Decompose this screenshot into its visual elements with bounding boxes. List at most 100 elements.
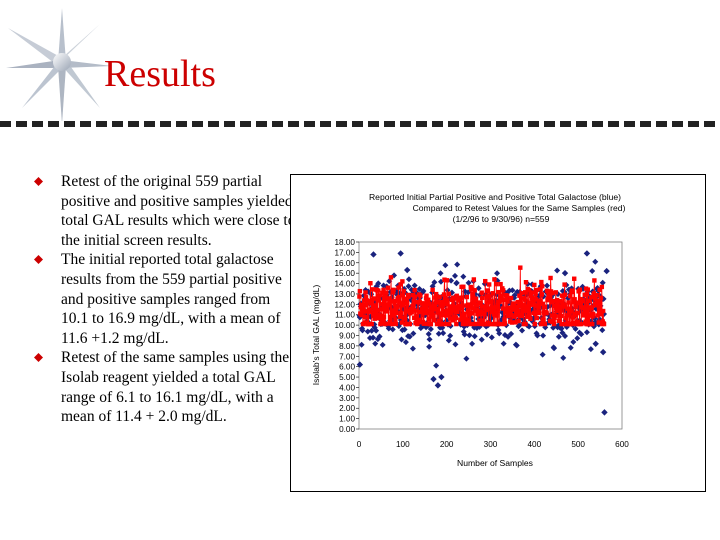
initial-point — [500, 340, 507, 347]
y-tick-label: 4.00 — [339, 383, 355, 392]
initial-point — [562, 333, 569, 340]
divider-segment — [624, 121, 635, 127]
retest-point — [513, 320, 518, 325]
outlier-point — [601, 409, 608, 416]
y-tick-label: 2.00 — [339, 404, 355, 413]
initial-point — [516, 322, 523, 329]
initial-point — [570, 339, 577, 346]
divider-segment — [448, 121, 459, 127]
retest-point — [463, 321, 469, 327]
divider-segment — [528, 121, 539, 127]
initial-point — [405, 283, 412, 290]
retest-point — [519, 312, 525, 318]
initial-point — [451, 272, 458, 279]
initial-point — [435, 330, 442, 337]
retest-point — [538, 287, 543, 292]
retest-point — [566, 300, 571, 305]
initial-point — [453, 279, 460, 286]
retest-point — [583, 319, 588, 324]
retest-point — [509, 320, 515, 325]
initial-point — [567, 344, 574, 351]
y-tick-label: 9.00 — [339, 332, 355, 341]
retest-point — [433, 295, 438, 300]
retest-point — [504, 293, 510, 298]
retest-point — [526, 287, 532, 293]
retest-point — [553, 290, 559, 295]
retest-point — [363, 290, 368, 295]
retest-point — [433, 291, 439, 297]
retest-point — [473, 296, 479, 301]
retest-point — [475, 321, 480, 327]
retest-point — [394, 304, 400, 310]
initial-point — [483, 331, 490, 338]
retest-point — [512, 314, 517, 319]
initial-point — [410, 330, 417, 337]
retest-point — [582, 311, 587, 316]
retest-point — [418, 309, 424, 315]
retest-point — [589, 305, 594, 311]
retest-point — [479, 295, 485, 301]
retest-point — [470, 306, 476, 311]
bullet-list: Retest of the original 559 partial posit… — [34, 172, 296, 427]
retest-point — [446, 291, 452, 297]
retest-point — [472, 288, 477, 293]
initial-point — [495, 327, 502, 334]
retest-point — [448, 311, 454, 316]
retest-point — [431, 314, 436, 319]
retest-point — [376, 298, 382, 303]
retest-point — [488, 321, 493, 327]
initial-point — [540, 332, 547, 339]
retest-point — [440, 299, 445, 305]
y-tick-label: 10.00 — [335, 321, 356, 330]
retest-point — [431, 318, 437, 323]
initial-point — [465, 279, 472, 286]
x-tick-label: 600 — [615, 440, 629, 449]
retest-point — [533, 297, 539, 302]
retest-point — [577, 287, 583, 292]
initial-point — [465, 289, 472, 296]
retest-point — [479, 290, 484, 295]
retest-point — [377, 316, 382, 321]
initial-point — [592, 258, 599, 265]
retest-point — [400, 293, 406, 298]
retest-point — [486, 282, 492, 287]
initial-point — [560, 354, 567, 361]
retest-point — [568, 308, 573, 314]
retest-point — [378, 313, 384, 319]
retest-point — [422, 301, 427, 306]
retest-point — [366, 321, 371, 327]
retest-point — [401, 288, 406, 294]
retest-point — [596, 301, 601, 306]
retest-point — [387, 302, 392, 307]
retest-point — [471, 277, 477, 282]
retest-point — [398, 282, 403, 287]
retest-point — [409, 307, 415, 312]
retest-point — [521, 303, 526, 308]
initial-point — [460, 273, 467, 280]
initial-point — [364, 328, 371, 335]
retest-point — [516, 318, 521, 324]
retest-point — [412, 315, 417, 321]
initial-point — [505, 333, 512, 340]
initial-point — [583, 329, 590, 336]
retest-point — [533, 291, 538, 297]
retest-point — [484, 307, 490, 313]
retest-point — [483, 278, 488, 284]
retest-point — [544, 310, 549, 315]
retest-point — [546, 297, 551, 302]
retest-point — [422, 303, 427, 309]
initial-point — [466, 332, 473, 339]
initial-point — [373, 327, 380, 334]
retest-point — [594, 292, 599, 298]
retest-point — [363, 295, 369, 300]
retest-point — [538, 321, 544, 327]
retest-point — [511, 301, 517, 306]
retest-point — [411, 298, 416, 304]
x-tick-label: 300 — [484, 440, 498, 449]
retest-point — [442, 277, 447, 282]
retest-point — [601, 321, 607, 327]
retest-point — [379, 321, 384, 326]
divider-segment — [272, 121, 283, 127]
retest-point — [537, 300, 542, 306]
retest-point — [381, 314, 387, 320]
